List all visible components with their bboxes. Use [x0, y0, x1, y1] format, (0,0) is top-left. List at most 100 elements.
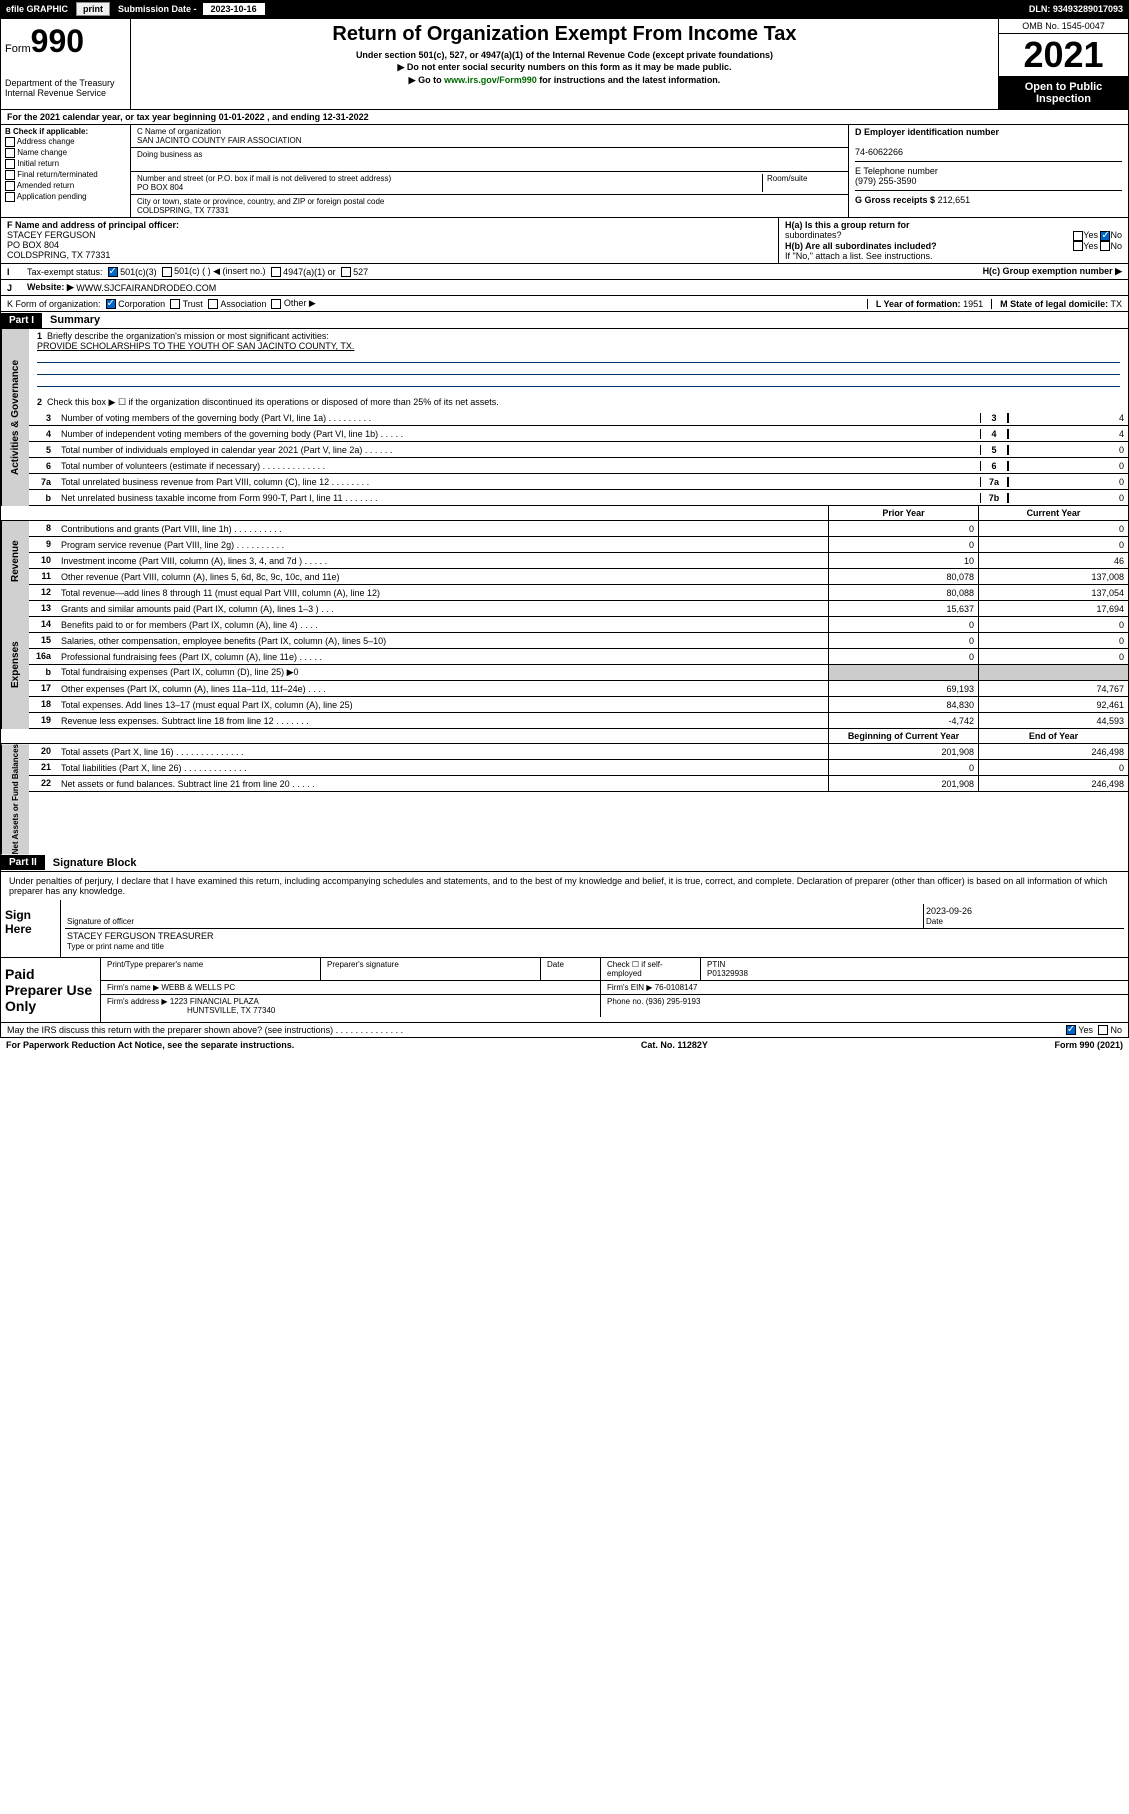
cb-trust[interactable] [170, 299, 180, 309]
officer-city: COLDSPRING, TX 77331 [7, 250, 110, 260]
f-label: F Name and address of principal officer: [7, 220, 179, 230]
line2-label: Check this box ▶ ☐ if the organization d… [47, 397, 499, 407]
subtitle-2: ▶ Do not enter social security numbers o… [135, 62, 994, 73]
ha-label: H(a) Is this a group return for [785, 220, 910, 230]
pra-notice: For Paperwork Reduction Act Notice, see … [6, 1040, 294, 1050]
hc-label: H(c) Group exemption number ▶ [983, 266, 1122, 276]
form-main: Form990 Department of the Treasury Inter… [0, 18, 1129, 1038]
officer-sig-name: STACEY FERGUSON TREASURER [67, 931, 214, 941]
subtitle-3b: for instructions and the latest informat… [537, 75, 721, 85]
domicile: TX [1110, 299, 1122, 309]
i-label: Tax-exempt status: [27, 267, 103, 277]
org-name: SAN JACINTO COUNTY FAIR ASSOCIATION [137, 136, 301, 145]
subtitle-3a: ▶ Go to [409, 75, 444, 85]
line-a: For the 2021 calendar year, or tax year … [1, 110, 1128, 125]
ha-yes[interactable] [1073, 231, 1083, 241]
current-year-hdr: Current Year [978, 506, 1128, 520]
firm-phone: (936) 295-9193 [646, 997, 701, 1006]
ha-label2: subordinates? [785, 230, 842, 241]
city-label: City or town, state or province, country… [137, 197, 384, 206]
date-label: Date [926, 917, 943, 926]
pp-check-label: Check ☐ if self-employed [601, 958, 701, 980]
pp-date-label: Date [541, 958, 601, 980]
firm-name-label: Firm's name ▶ [107, 983, 159, 992]
c-name-label: C Name of organization [137, 127, 221, 136]
cb-name[interactable] [5, 148, 15, 158]
activities-label: Activities & Governance [1, 329, 29, 506]
cb-assoc[interactable] [208, 299, 218, 309]
public-inspection: Open to Public Inspection [999, 77, 1128, 109]
hb-no[interactable] [1100, 241, 1110, 251]
part2-title: Signature Block [45, 855, 145, 871]
tax-year: 2021 [999, 34, 1128, 77]
phone: (979) 255-3590 [855, 176, 917, 186]
irs-label: Internal Revenue Service [5, 88, 126, 98]
ptin: P01329938 [707, 969, 748, 978]
cb-501c[interactable] [162, 267, 172, 277]
cb-pending[interactable] [5, 192, 15, 202]
topbar: efile GRAPHIC print Submission Date - 20… [0, 0, 1129, 18]
may-discuss: May the IRS discuss this return with the… [7, 1025, 403, 1035]
cb-other[interactable] [271, 299, 281, 309]
cat-no: Cat. No. 11282Y [641, 1040, 708, 1050]
cb-527[interactable] [341, 267, 351, 277]
dept-treasury: Department of the Treasury [5, 78, 126, 88]
form-title: Return of Organization Exempt From Incom… [135, 23, 994, 46]
form-number: 990 [31, 23, 84, 59]
hb-note: If "No," attach a list. See instructions… [785, 251, 1122, 261]
cb-501c3[interactable] [108, 267, 118, 277]
cb-initial[interactable] [5, 159, 15, 169]
year-formation: 1951 [963, 299, 983, 309]
declaration: Under penalties of perjury, I declare th… [1, 872, 1128, 900]
print-button[interactable]: print [76, 2, 110, 16]
form-word: Form [5, 43, 31, 55]
officer-addr: PO BOX 804 [7, 240, 59, 250]
form-ref: Form 990 (2021) [1054, 1040, 1123, 1050]
discuss-no[interactable] [1098, 1025, 1108, 1035]
paid-preparer: Paid Preparer Use Only [1, 958, 101, 1022]
submission-label: Submission Date - [112, 4, 203, 14]
discuss-yes[interactable] [1066, 1025, 1076, 1035]
g-label: G Gross receipts $ [855, 195, 935, 205]
room-label: Room/suite [762, 174, 842, 192]
website: WWW.SJCFAIRANDRODEO.COM [76, 283, 216, 293]
ein: 74-6062266 [855, 147, 903, 157]
cb-4947[interactable] [271, 267, 281, 277]
hb-yes[interactable] [1073, 241, 1083, 251]
l-label: L Year of formation: [876, 299, 961, 309]
cb-corp[interactable] [106, 299, 116, 309]
netassets-label: Net Assets or Fund Balances [1, 744, 29, 854]
pp-sig-label: Preparer's signature [321, 958, 541, 980]
omb-number: OMB No. 1545-0047 [999, 19, 1128, 34]
addr-label: Number and street (or P.O. box if mail i… [137, 174, 391, 183]
pp-name-label: Print/Type preparer's name [101, 958, 321, 980]
org-city: COLDSPRING, TX 77331 [137, 206, 229, 215]
part1-badge: Part I [1, 313, 42, 328]
revenue-label: Revenue [1, 521, 29, 601]
d-label: D Employer identification number [855, 127, 999, 137]
part1-title: Summary [42, 312, 108, 328]
gross-receipts: 212,651 [938, 195, 971, 205]
cb-final[interactable] [5, 170, 15, 180]
expenses-label: Expenses [1, 601, 29, 729]
cb-address[interactable] [5, 137, 15, 147]
sign-here: Sign Here [1, 900, 61, 957]
subtitle-1: Under section 501(c), 527, or 4947(a)(1)… [135, 50, 994, 60]
b-header: B Check if applicable: [5, 127, 88, 136]
irs-link[interactable]: www.irs.gov/Form990 [444, 75, 537, 85]
sig-officer-label: Signature of officer [67, 917, 134, 926]
e-label: E Telephone number [855, 166, 938, 176]
firm-addr-label: Firm's address ▶ [107, 997, 168, 1006]
dln: DLN: 93493289017093 [1023, 4, 1129, 14]
ptin-label: PTIN [707, 960, 725, 969]
k-label: K Form of organization: [7, 299, 101, 309]
officer-name: STACEY FERGUSON [7, 230, 96, 240]
org-address: PO BOX 804 [137, 183, 183, 192]
submission-date: 2023-10-16 [203, 3, 265, 15]
cb-amended[interactable] [5, 181, 15, 191]
bcy-hdr: Beginning of Current Year [828, 729, 978, 743]
hb-label: H(b) Are all subordinates included? [785, 241, 937, 252]
name-title-label: Type or print name and title [67, 942, 164, 951]
line1-label: Briefly describe the organization's miss… [47, 331, 329, 341]
ha-no[interactable] [1100, 231, 1110, 241]
